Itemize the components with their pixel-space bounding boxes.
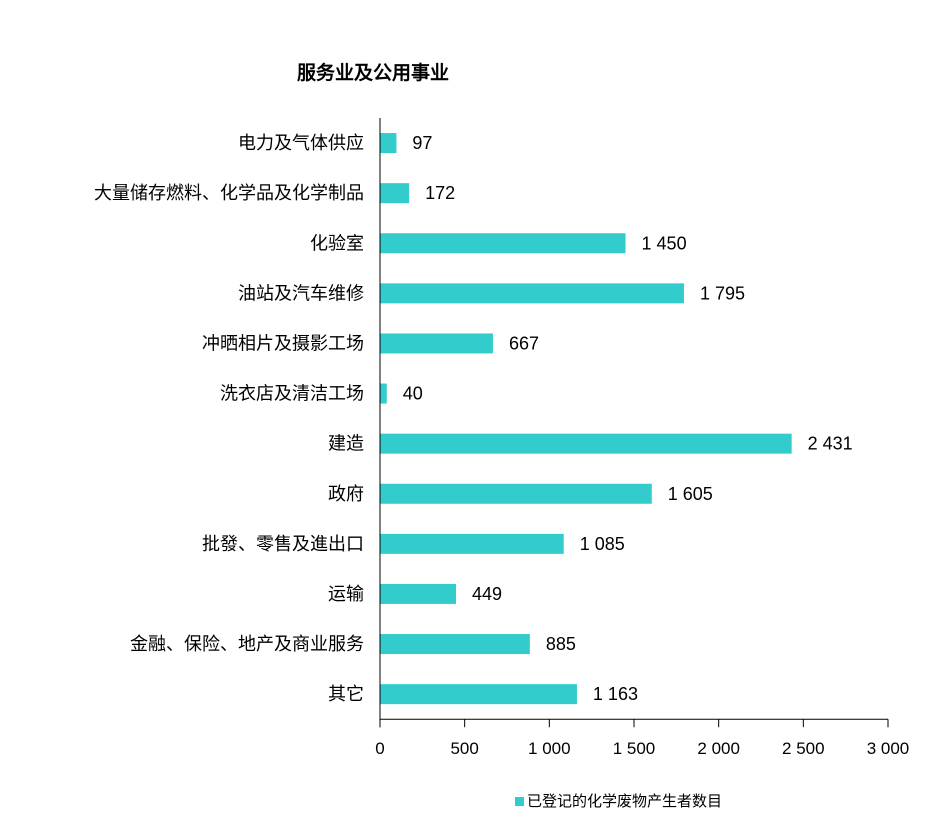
data-label: 1 163	[593, 684, 638, 704]
chart-title: 服务业及公用事业	[297, 61, 449, 84]
data-label: 2 431	[808, 434, 853, 454]
category-labels: 电力及气体供应大量储存燃料、化学品及化学制品化验室油站及汽车维修冲晒相片及摄影工…	[94, 133, 364, 705]
legend-label: 已登记的化学废物产生者数目	[527, 792, 722, 810]
bar	[380, 583, 457, 604]
category-label: 洗衣店及清洁工场	[220, 384, 364, 405]
data-label: 1 450	[642, 233, 687, 253]
data-label: 449	[472, 584, 502, 604]
category-label: 油站及汽车维修	[238, 283, 364, 304]
bar	[380, 283, 684, 304]
bar	[380, 233, 626, 254]
data-label: 1 605	[668, 484, 713, 504]
data-labels: 97 172 1 450 1 795 667 40 2 431 1 605 1 085 449 88…	[403, 133, 853, 704]
category-label: 其它	[328, 684, 364, 705]
bar	[380, 634, 530, 655]
data-label: 885	[546, 634, 576, 654]
data-label: 172	[425, 183, 455, 203]
category-label: 电力及气体供应	[238, 133, 364, 154]
bar	[380, 333, 493, 354]
x-tick-label: 1 500	[613, 739, 656, 758]
category-label: 化验室	[310, 233, 364, 254]
bar	[380, 483, 652, 504]
x-tick-label: 1 000	[528, 739, 571, 758]
category-label: 批發、零售及進出口	[202, 534, 364, 555]
data-label: 97	[412, 133, 432, 153]
category-label: 大量储存燃料、化学品及化学制品	[94, 183, 364, 204]
data-label: 40	[403, 384, 423, 404]
x-tick-label: 2 000	[697, 739, 740, 758]
bar	[380, 383, 387, 404]
bars	[380, 133, 792, 705]
data-label: 667	[509, 333, 539, 353]
x-tick-label: 2 500	[782, 739, 825, 758]
bar	[380, 433, 792, 454]
category-label: 冲晒相片及摄影工场	[202, 333, 364, 354]
legend-swatch	[515, 797, 524, 806]
category-label: 金融、保险、地产及商业服务	[130, 634, 364, 655]
bar	[380, 533, 564, 554]
category-label: 政府	[328, 484, 364, 505]
data-label: 1 085	[580, 534, 625, 554]
category-label: 建造	[328, 434, 364, 455]
bar	[380, 684, 577, 705]
data-label: 1 795	[700, 283, 745, 303]
bar	[380, 133, 397, 154]
x-tick-label: 0	[375, 739, 384, 758]
legend: 已登记的化学废物产生者数目	[515, 792, 722, 810]
bar	[380, 183, 410, 204]
category-label: 运输	[328, 584, 364, 605]
x-tick-label: 500	[450, 739, 478, 758]
x-tick-label: 3 000	[867, 739, 910, 758]
axes: 0 500 1 000 1 500 2 000 2 500 3 000	[375, 118, 909, 758]
